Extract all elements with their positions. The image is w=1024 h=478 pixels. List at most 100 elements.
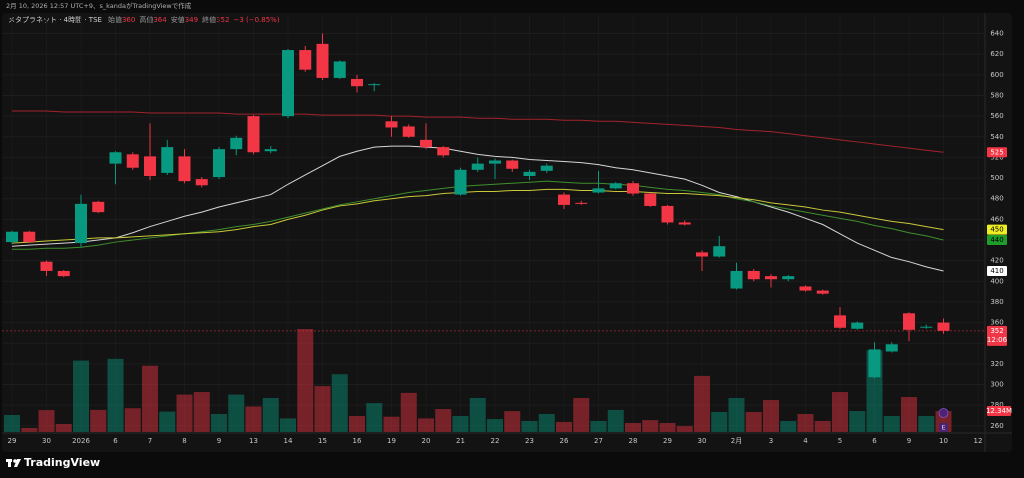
moving-average bbox=[12, 110, 944, 153]
candle-body bbox=[885, 344, 898, 352]
x-tick-label: 7 bbox=[148, 437, 152, 445]
candle-body bbox=[6, 231, 18, 243]
volume-bar bbox=[38, 410, 55, 432]
volume-bar bbox=[4, 415, 20, 432]
logo bbox=[6, 459, 21, 467]
countdown: 12:06 bbox=[987, 336, 1008, 344]
volume-bar bbox=[901, 396, 917, 432]
candle-body bbox=[247, 116, 260, 153]
ohlc-value: 364 bbox=[153, 16, 167, 24]
volume-bar bbox=[814, 420, 831, 432]
volume-bar bbox=[745, 411, 762, 432]
moving-average bbox=[11, 145, 944, 272]
x-tick-label: 2月 bbox=[731, 437, 742, 445]
x-tick-label: 10 bbox=[939, 437, 948, 445]
candle-body bbox=[730, 270, 743, 289]
candle-body bbox=[316, 43, 329, 78]
candle-body bbox=[903, 313, 915, 330]
volume-bar bbox=[607, 409, 624, 432]
volume-badge-label: 12.34M bbox=[986, 407, 1012, 415]
volume-bar bbox=[21, 427, 38, 432]
x-tick-label: 29 bbox=[663, 437, 672, 445]
volume-bar bbox=[176, 394, 193, 432]
candle-body bbox=[385, 121, 398, 128]
candle-body bbox=[678, 222, 691, 225]
candle-body bbox=[178, 156, 191, 182]
earnings-icon bbox=[939, 423, 948, 432]
y-tick-label: 260 bbox=[990, 422, 1003, 430]
y-tick-label: 520 bbox=[990, 153, 1003, 161]
ohlc-label: 終値 bbox=[202, 15, 216, 24]
x-tick-label: 13 bbox=[249, 437, 258, 445]
candle-body bbox=[40, 261, 53, 271]
candle-body bbox=[126, 154, 139, 168]
event-flag bbox=[938, 408, 949, 418]
y-tick-label: 560 bbox=[990, 112, 1003, 120]
candle-body bbox=[816, 290, 829, 294]
x-tick-label: 22 bbox=[491, 437, 500, 445]
volume-bar bbox=[573, 398, 590, 432]
y-tick-label: 620 bbox=[990, 50, 1003, 58]
candle-body bbox=[333, 61, 346, 78]
candle-body bbox=[920, 326, 933, 328]
volume-bar bbox=[107, 358, 124, 432]
volume-bar bbox=[832, 392, 848, 432]
volume-bar bbox=[90, 409, 107, 432]
y-tick-label: 400 bbox=[990, 277, 1003, 285]
candle-body bbox=[351, 78, 363, 87]
volume-bar bbox=[538, 413, 555, 432]
x-tick-label: 3 bbox=[769, 437, 773, 445]
price-badge-label: 525 bbox=[990, 148, 1003, 156]
ohlc-value: 349 bbox=[185, 16, 198, 24]
x-tick-label: 9 bbox=[907, 437, 911, 445]
last-price-label: 352 bbox=[990, 327, 1003, 335]
volume-bar bbox=[918, 416, 935, 432]
volume-bar bbox=[73, 360, 89, 432]
volume-bar bbox=[728, 398, 745, 432]
x-tick-label: 14 bbox=[284, 437, 293, 445]
x-tick-label: 29 bbox=[8, 437, 17, 445]
volume-bar bbox=[280, 418, 296, 432]
volume-bar bbox=[349, 416, 365, 432]
ohlc-label: 高値 bbox=[139, 15, 153, 24]
x-tick-label: 5 bbox=[838, 437, 842, 445]
volume-bar bbox=[159, 411, 176, 432]
price-badge-label: 410 bbox=[990, 267, 1003, 275]
candle-body bbox=[747, 270, 760, 280]
ohlc-value: 360 bbox=[122, 16, 135, 24]
y-tick-label: 580 bbox=[990, 91, 1003, 99]
volume-bar bbox=[694, 375, 710, 432]
y-tick-label: 300 bbox=[990, 381, 1003, 389]
candle-body bbox=[644, 193, 657, 206]
y-tick-label: 460 bbox=[990, 215, 1003, 223]
candle-body bbox=[868, 349, 881, 378]
x-tick-label: 12 bbox=[974, 437, 983, 445]
candle-body bbox=[592, 188, 605, 193]
volume-bar bbox=[883, 416, 900, 432]
x-tick-label: 15 bbox=[318, 437, 327, 445]
candle-body bbox=[230, 137, 243, 150]
x-tick-label: 28 bbox=[629, 437, 638, 445]
y-tick-label: 640 bbox=[990, 30, 1003, 38]
candle-body bbox=[834, 315, 846, 328]
volume-bar bbox=[418, 418, 434, 432]
candle-body bbox=[471, 163, 484, 170]
y-tick-label: 360 bbox=[990, 319, 1003, 327]
x-tick-label: 20 bbox=[422, 437, 431, 445]
volume-bar bbox=[711, 411, 728, 432]
candle-body bbox=[161, 147, 174, 173]
candle-body bbox=[506, 160, 519, 169]
candle-body bbox=[627, 183, 639, 194]
x-tick-label: 27 bbox=[594, 437, 603, 445]
candle-body bbox=[851, 322, 864, 329]
x-tick-label: 6 bbox=[113, 437, 118, 445]
volume-bar bbox=[228, 394, 245, 432]
price-badge bbox=[987, 235, 1007, 245]
y-tick-label: 500 bbox=[990, 174, 1003, 182]
x-tick-label: 16 bbox=[353, 437, 362, 445]
volume-bar bbox=[55, 424, 72, 432]
volume-bar bbox=[763, 400, 779, 432]
volume-bar bbox=[676, 426, 693, 432]
x-tick-label: 23 bbox=[525, 437, 534, 445]
brand: TradingView bbox=[24, 456, 100, 469]
